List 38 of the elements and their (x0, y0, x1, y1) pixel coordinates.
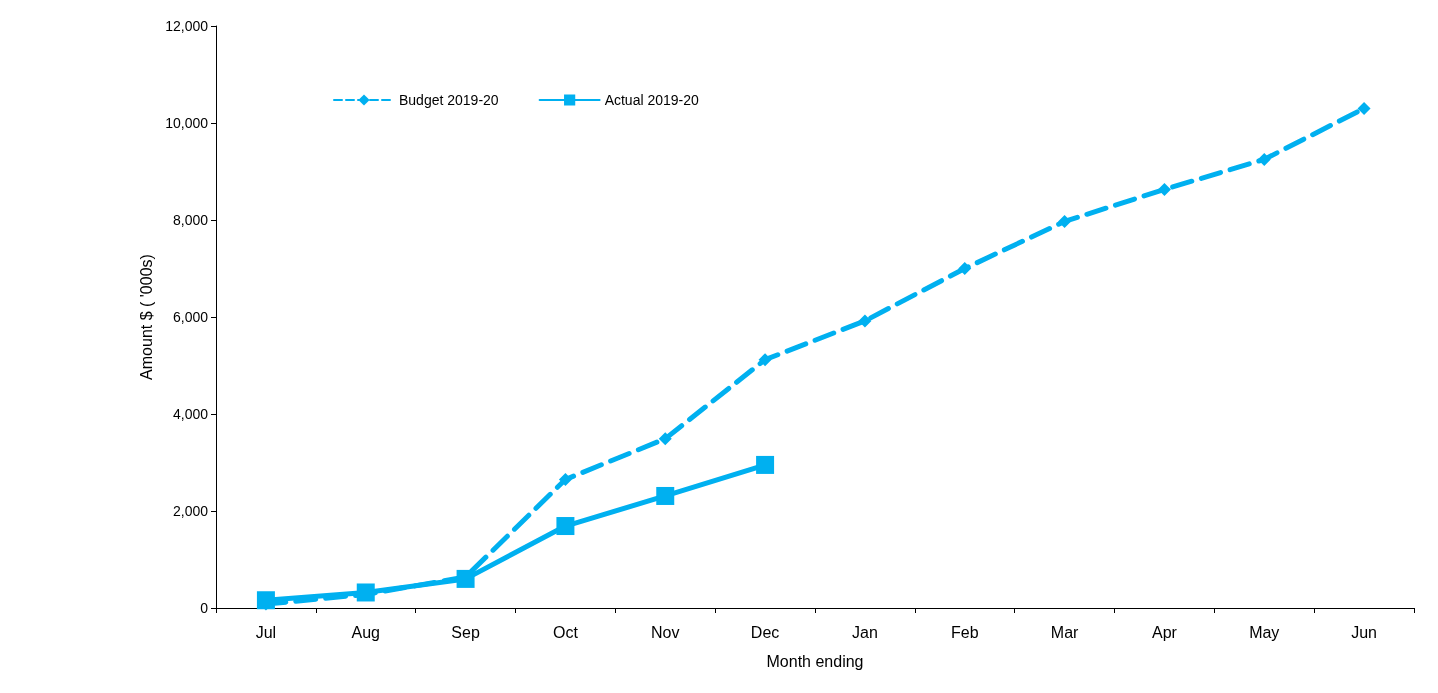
x-tick-label: Mar (1050, 623, 1080, 641)
legend-label: Actual 2019-20 (604, 92, 700, 108)
point (658, 432, 672, 446)
point (656, 486, 675, 505)
y-tick-label: 12,000 (165, 18, 209, 34)
point (1357, 101, 1371, 115)
x-tick-label: Jun (1351, 623, 1377, 641)
x-tick-label: Nov (651, 623, 680, 641)
point (1157, 182, 1171, 196)
point (758, 353, 772, 367)
x-tick-label: Apr (1151, 623, 1178, 641)
x-tick-label: Feb (950, 623, 979, 641)
point (958, 262, 972, 275)
x-tick-label: Aug (351, 623, 380, 641)
point (456, 569, 475, 588)
y-tick-label: 0 (200, 600, 209, 616)
point (1257, 152, 1271, 166)
x-tick-label: Jul (255, 623, 277, 641)
point (858, 314, 872, 328)
x-tick-label: Jan (852, 623, 878, 641)
x-tick-label: Sep (451, 623, 480, 641)
x-tick-label: Dec (750, 623, 780, 641)
point (556, 517, 575, 536)
point (558, 472, 572, 486)
point (1058, 214, 1072, 228)
y-tick-label: 2,000 (172, 503, 209, 519)
x-tick-label: Oct (552, 623, 579, 641)
legend-label: Budget 2019-20 (399, 92, 499, 108)
y-axis-title: Amount $ ( '000s) (137, 254, 155, 380)
x-axis-title: Month ending (766, 652, 864, 670)
y-tick-label: 8,000 (172, 212, 209, 228)
point (356, 583, 375, 602)
point (256, 591, 275, 610)
y-tick-label: 6,000 (172, 309, 209, 325)
x-tick-label: May (1249, 623, 1280, 641)
y-tick-label: 4,000 (172, 406, 209, 422)
y-tick-label: 10,000 (165, 115, 209, 131)
point (756, 455, 775, 474)
